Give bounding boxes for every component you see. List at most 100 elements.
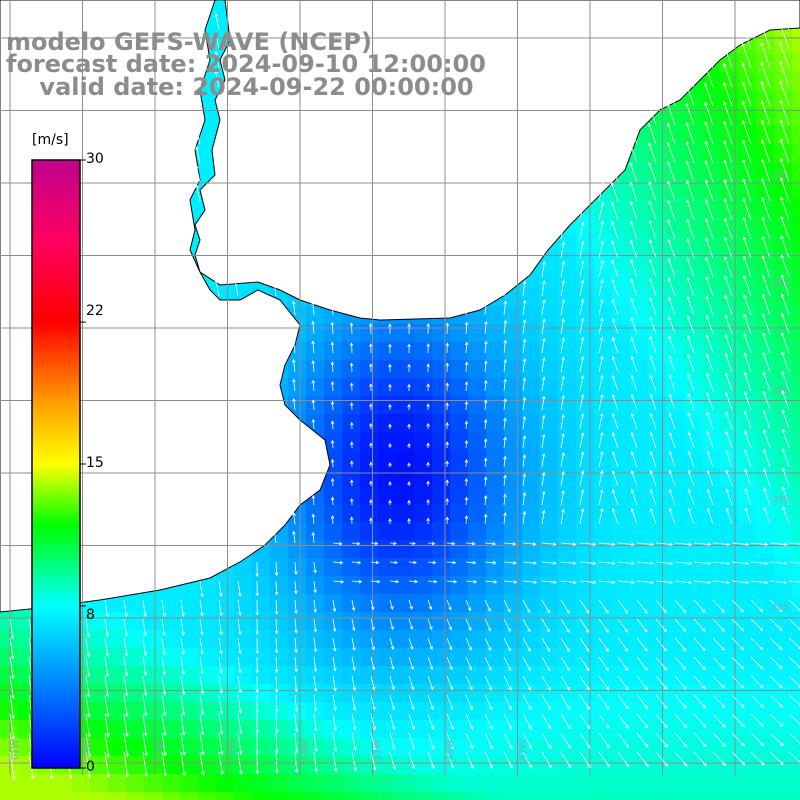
wind-arrow [722, 43, 733, 69]
field-cell [396, 450, 415, 469]
wind-arrow [687, 354, 695, 373]
field-cell [648, 720, 667, 739]
field-cell [432, 432, 451, 451]
wind-arrow [311, 360, 315, 373]
wind-arrow [483, 476, 488, 487]
field-cell [702, 792, 721, 800]
field-cell [612, 720, 631, 739]
field-cell [522, 486, 541, 505]
field-cell [684, 396, 703, 415]
field-cell [414, 540, 433, 559]
wind-arrow [484, 580, 498, 584]
field-cell [468, 342, 487, 361]
field-cell [774, 90, 793, 109]
wind-arrow [598, 355, 604, 373]
wind-arrow [560, 222, 566, 240]
wind-arrow [369, 383, 373, 392]
wind-arrow [560, 356, 565, 373]
field-cell [738, 72, 757, 91]
field-cell [468, 648, 487, 667]
wind-arrow [674, 618, 687, 633]
wind-arrow [598, 637, 609, 652]
field-cell [720, 360, 739, 379]
field-cell [612, 216, 631, 235]
wind-arrow [370, 541, 379, 546]
wind-arrow [761, 158, 771, 183]
wind-arrow [503, 694, 512, 711]
field-cell [18, 774, 37, 793]
field-cell [414, 612, 433, 631]
field-cell [486, 306, 505, 325]
field-cell [594, 576, 613, 595]
field-cell [522, 576, 541, 595]
wind-arrow [484, 360, 488, 373]
wind-arrow [294, 561, 298, 575]
wind-arrow [648, 239, 657, 259]
wind-arrow [351, 579, 363, 584]
wind-arrow [388, 363, 392, 373]
field-cell [792, 378, 800, 397]
wind-arrow [617, 580, 635, 585]
wind-arrow [706, 507, 714, 525]
wind-arrow [370, 579, 381, 584]
field-cell [144, 756, 163, 775]
wind-arrow [598, 450, 604, 468]
wind-arrow [237, 675, 242, 694]
wind-arrow [541, 299, 546, 316]
field-cell [234, 720, 253, 739]
field-cell [396, 630, 415, 649]
wind-arrow [761, 177, 771, 202]
field-cell [324, 486, 343, 505]
field-cell [612, 252, 631, 271]
field-cell [702, 774, 721, 793]
field-cell [180, 612, 199, 631]
field-cell [522, 432, 541, 451]
field-cell [360, 378, 379, 397]
wind-arrow [731, 618, 745, 632]
wind-arrow [503, 378, 507, 392]
field-cell [576, 414, 595, 433]
field-cell [468, 684, 487, 703]
field-cell [666, 252, 685, 271]
wind-arrow [370, 713, 376, 731]
field-cell [468, 450, 487, 469]
field-cell [414, 738, 433, 757]
field-cell [486, 342, 505, 361]
wind-arrow [630, 297, 638, 316]
wind-arrow [351, 694, 357, 711]
field-cell [270, 630, 289, 649]
wind-arrow [685, 141, 695, 164]
field-cell [522, 306, 541, 325]
field-cell [774, 198, 793, 217]
field-cell [630, 702, 649, 721]
field-cell [702, 450, 721, 469]
wind-arrow [522, 396, 527, 411]
wind-arrow [541, 694, 551, 711]
field-cell [666, 702, 685, 721]
wind-arrow [763, 468, 771, 487]
wind-arrow [724, 314, 733, 335]
wind-arrow [725, 469, 733, 487]
field-cell [702, 594, 721, 613]
field-cell [450, 630, 469, 649]
field-cell [270, 774, 289, 793]
wind-arrow [731, 542, 750, 547]
wind-arrow [598, 374, 604, 392]
field-cell [414, 504, 433, 523]
field-cell [450, 738, 469, 757]
field-cell [594, 342, 613, 361]
field-cell [180, 738, 199, 757]
field-cell [630, 234, 649, 253]
wind-arrow [579, 298, 585, 316]
field-cell [252, 630, 271, 649]
wind-arrow [294, 713, 299, 733]
field-cell [360, 324, 379, 343]
field-cell [360, 756, 379, 775]
field-cell [756, 558, 775, 577]
wind-arrow [522, 618, 531, 633]
field-cell [666, 756, 685, 775]
wind-arrow [636, 637, 648, 652]
field-cell [576, 468, 595, 487]
wind-arrow [294, 637, 298, 654]
field-cell [144, 684, 163, 703]
